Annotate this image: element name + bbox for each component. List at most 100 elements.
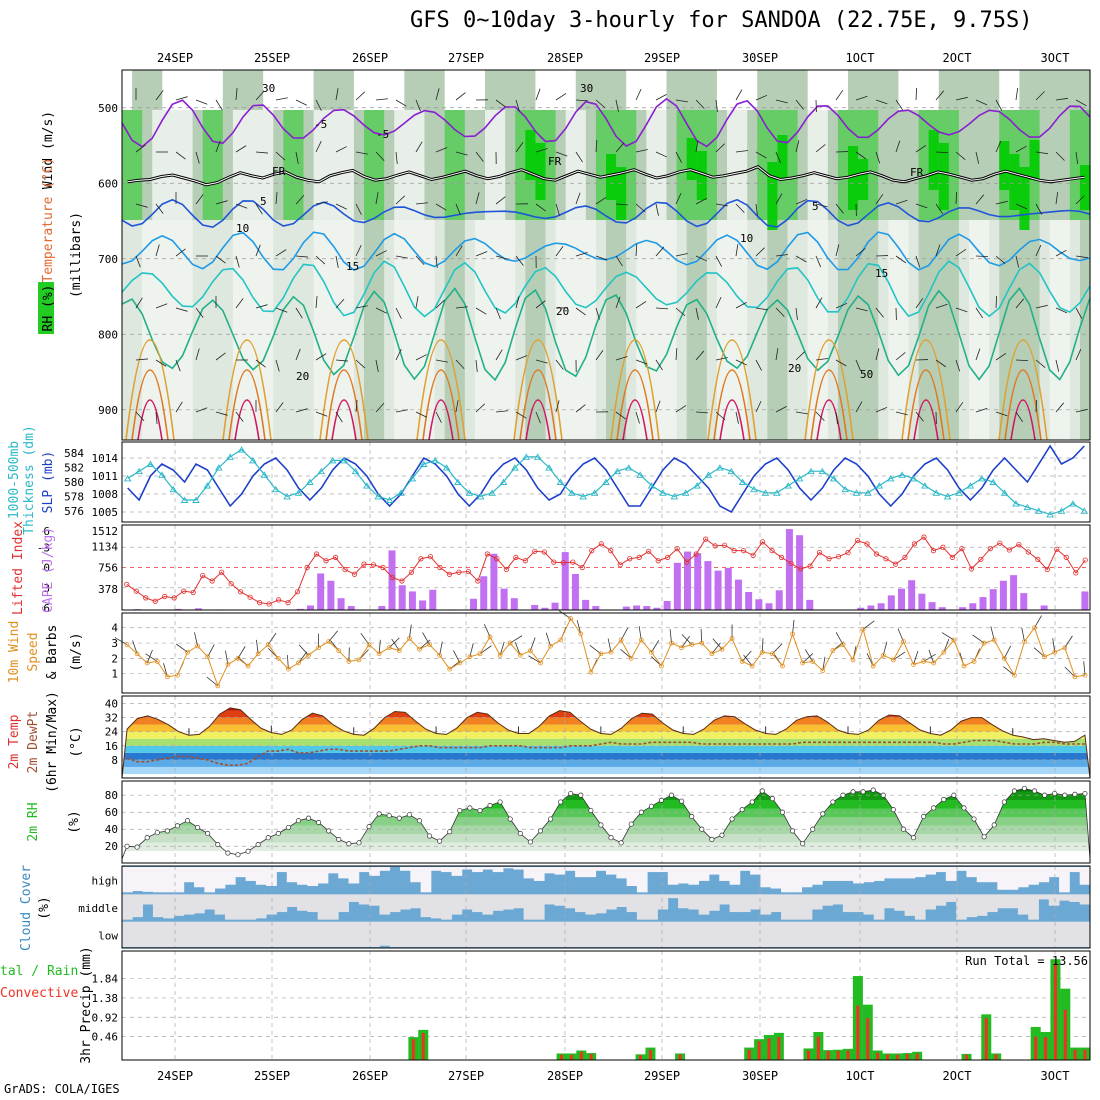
precip-convective-bar [866, 1018, 870, 1060]
wind-barb [255, 90, 265, 101]
rh-shade-cell [938, 143, 950, 210]
wind-speed-marker [316, 645, 322, 651]
cloud-gap-cell [636, 921, 648, 947]
rh-shade-cell [747, 70, 758, 110]
warm-contour [713, 369, 751, 441]
wind-barb [215, 99, 223, 111]
wind-barb [1035, 244, 1042, 257]
rh-marker [356, 840, 362, 846]
rh-shade-cell [1029, 70, 1041, 110]
wind-barb [635, 203, 646, 213]
lifted-index-marker [332, 554, 339, 560]
cloud-gap-cell [554, 894, 566, 906]
lifted-index-marker [143, 595, 149, 601]
rh-shade-cell [716, 220, 728, 440]
cape-bar [684, 551, 692, 610]
rh-shade-cell [555, 110, 567, 220]
rh-shade-cell [1039, 110, 1051, 220]
wind-barb [435, 147, 448, 153]
lifted-index-marker [712, 543, 718, 549]
cloud-gap-cell [1017, 894, 1029, 915]
wind-barb [275, 402, 284, 413]
lifted-index-marker [693, 551, 699, 557]
wind-barb [435, 299, 446, 309]
rh-marker [346, 841, 352, 847]
wind-barb [755, 94, 768, 101]
rh-shade-cell [142, 110, 153, 220]
wind-barb [315, 201, 328, 205]
wind-barb [775, 151, 782, 164]
cloud-gap-cell [822, 894, 833, 906]
cloud-gap-cell [410, 867, 422, 883]
rh-shade-cell [343, 220, 355, 440]
wind-barb [855, 401, 863, 413]
wind-speed-marker [568, 616, 574, 621]
cape-bar [194, 608, 202, 610]
temp-tick-label: 16 [105, 740, 118, 753]
rh-shade-cell [666, 70, 678, 110]
rh-marker [689, 813, 695, 820]
lifted-index-marker [313, 551, 320, 557]
cloud-gap-cell [997, 921, 1009, 947]
rh-band [122, 816, 1090, 826]
wind-barb [635, 359, 648, 365]
rh-shade-cell [666, 220, 678, 440]
wind-barb [1055, 151, 1065, 161]
lifted-index-marker [684, 559, 690, 565]
thickness-marker [932, 489, 941, 496]
lifted-index-marker [978, 556, 984, 563]
cloud-gap-cell [606, 867, 617, 875]
rh-shade-cell [797, 110, 809, 220]
thickness-marker [431, 457, 439, 464]
thickness-marker [1000, 489, 1009, 496]
lifted-index-marker [171, 595, 177, 601]
wind-barb [775, 307, 785, 317]
rh-shade-cell [565, 70, 577, 110]
li-top-label: 6 [43, 525, 50, 538]
wind-barb [875, 348, 880, 361]
thickness-marker [602, 478, 610, 485]
rh-band [122, 788, 1090, 792]
cloud-gap-cell [317, 867, 329, 884]
rh-shade-cell [686, 70, 698, 110]
temp2m-label-3: (6hr Min/Max) [45, 691, 60, 793]
cloud-gap-cell [142, 867, 154, 892]
wind-barb [995, 352, 1007, 361]
wind-speed-marker [769, 651, 775, 657]
rh-shade-cell [505, 110, 516, 220]
wind-barb [775, 193, 783, 205]
rh-marker [527, 839, 533, 845]
rh-marker [386, 813, 392, 819]
cloud-gap-cell [616, 921, 627, 947]
cloud-gap-cell [1028, 894, 1039, 920]
wind-barb [955, 359, 961, 372]
rh-marker [447, 829, 453, 835]
cloud-gap-cell [307, 867, 319, 886]
wind-barb [1015, 203, 1028, 210]
rh-shade-cell [323, 70, 335, 110]
thickness-marker [476, 493, 485, 500]
cloud-gap-cell [863, 894, 875, 915]
cloud-gap-cell [904, 867, 916, 879]
precip-convective-bar [836, 1050, 840, 1060]
rh-shade-cell [374, 70, 385, 110]
rh-shade-cell [1059, 220, 1071, 440]
cloud-gap-cell [575, 894, 586, 913]
rh-shade-cell [706, 220, 718, 440]
cloud-gap-cell [739, 921, 751, 947]
rh-shade-cell [454, 110, 466, 220]
cloud-gap-cell [276, 867, 288, 873]
upper-temp-label: Temperature (°C) [41, 157, 56, 282]
rh-shade-cell [898, 110, 910, 220]
temperature-contour [121, 198, 1091, 228]
rh-shade-cell [727, 70, 738, 110]
cloud-gap-cell [678, 921, 689, 947]
wind-barb [1075, 408, 1088, 413]
temp2m-frame [121, 695, 1091, 779]
contour-label: 20 [556, 305, 569, 318]
cloud-gap-cell [523, 867, 535, 879]
cape-bar [408, 591, 416, 610]
cloud-gap-cell [606, 921, 617, 947]
thickness-marker [727, 467, 736, 475]
thickness-marker [750, 485, 758, 493]
